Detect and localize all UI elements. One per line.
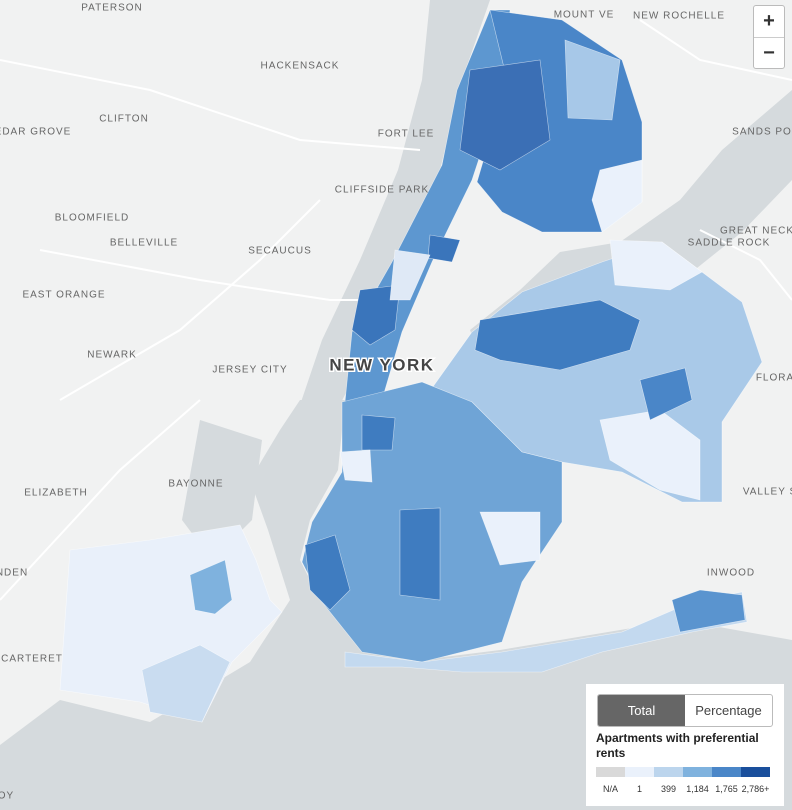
place-label: BLOOMFIELD — [55, 213, 129, 224]
road — [59, 199, 321, 401]
brooklyn-district — [339, 449, 373, 483]
place-label: ELIZABETH — [24, 488, 87, 499]
legend-tab[interactable]: Total — [598, 695, 685, 726]
place-label: FORT LEE — [378, 129, 435, 140]
legend-tabs: Total Percentage — [597, 694, 773, 727]
legend-label: 1 — [636, 784, 642, 794]
queens-district — [609, 239, 703, 291]
legend-swatches — [596, 767, 770, 777]
place-label: BELLEVILLE — [110, 238, 178, 249]
place-label: CARTERET — [1, 654, 63, 665]
place-label: NEW ROCHELLE — [633, 11, 725, 22]
place-label: CLIFFSIDE PARK — [335, 185, 429, 196]
brooklyn-district — [304, 534, 351, 611]
bronx-district — [591, 159, 643, 233]
zoom-out-button[interactable]: − — [754, 37, 784, 69]
queens-district — [671, 589, 746, 633]
place-label: SANDS PO — [732, 127, 792, 138]
legend-swatch — [654, 767, 683, 777]
zoom-controls: + − — [753, 5, 785, 69]
queens-district — [639, 367, 693, 421]
zoom-in-button[interactable]: + — [763, 10, 775, 32]
legend-swatch — [741, 767, 770, 777]
city-label: NEW YORK — [329, 355, 434, 374]
legend-label: 1,184 — [686, 784, 709, 794]
legend-label: N/A — [602, 784, 618, 794]
brooklyn-district — [361, 414, 396, 451]
brooklyn-district — [399, 507, 441, 601]
queens-district — [474, 299, 641, 371]
place-label: INWOOD — [707, 568, 755, 579]
legend-label: 399 — [660, 784, 677, 794]
legend-swatch — [625, 767, 654, 777]
legend: Total Percentage Apartments with preferen… — [586, 684, 784, 806]
place-label: NEWARK — [87, 350, 137, 361]
legend-labels: N/A 1 399 1,184 1,765 2,786+ — [596, 784, 770, 794]
roads — [0, 19, 792, 601]
place-label: OY — [0, 791, 14, 802]
place-label: EAST ORANGE — [22, 290, 105, 301]
road — [699, 229, 792, 301]
place-label: CLIFTON — [99, 114, 149, 125]
manhattan-district — [427, 234, 461, 263]
bronx-district — [564, 39, 621, 121]
place-label: VALLEY S — [743, 487, 792, 498]
bronx-district — [459, 59, 551, 171]
place-label: EDAR GROVE — [0, 127, 71, 138]
road — [0, 399, 201, 601]
manhattan-district — [389, 249, 431, 301]
road — [639, 19, 792, 81]
place-label: JERSEY CITY — [212, 365, 287, 376]
place-label: FLORA — [756, 373, 792, 384]
road — [0, 59, 421, 151]
place-label: NDEN — [0, 568, 28, 579]
legend-label: 1,765 — [715, 784, 738, 794]
legend-swatch — [596, 767, 625, 777]
legend-swatch — [683, 767, 712, 777]
hudson-river — [300, 0, 490, 420]
place-label: PATERSON — [81, 3, 143, 14]
place-label: GREAT NECK — [720, 226, 792, 237]
legend-swatch — [712, 767, 741, 777]
legend-title: Apartments with preferential rents — [596, 731, 759, 760]
brooklyn-district — [479, 511, 541, 566]
place-label: SECAUCUS — [248, 246, 312, 257]
staten-island-district — [141, 644, 231, 723]
place-label: BAYONNE — [168, 479, 223, 490]
place-label: SADDLE ROCK — [688, 238, 771, 249]
place-label: HACKENSACK — [261, 61, 340, 72]
legend-tab[interactable]: Percentage — [695, 703, 762, 718]
newark-bay — [182, 420, 262, 560]
road — [39, 249, 360, 301]
place-label: MOUNT VE — [554, 10, 615, 21]
legend-label: 2,786+ — [741, 784, 770, 794]
staten-island-district — [189, 559, 233, 615]
